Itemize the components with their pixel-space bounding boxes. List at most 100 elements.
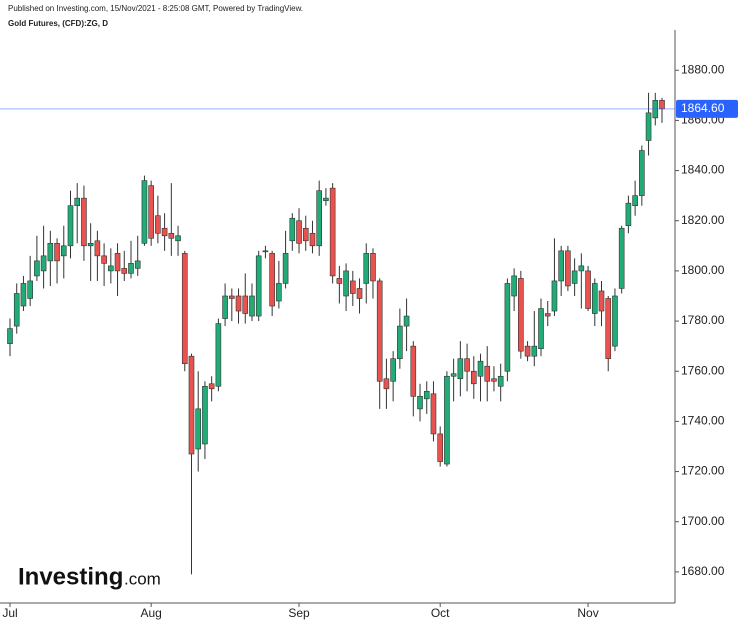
- candle-body: [578, 265, 585, 272]
- candle-body: [222, 295, 228, 319]
- y-tick-label: 1840.00: [681, 163, 725, 177]
- candle-body: [571, 270, 578, 284]
- candle-body: [81, 197, 87, 247]
- candle-body: [155, 215, 161, 234]
- candle-body: [255, 255, 262, 317]
- candle-body: [323, 197, 329, 201]
- candle-body: [134, 260, 141, 269]
- candle-body: [27, 280, 33, 299]
- y-tick-label: 1740.00: [681, 414, 725, 428]
- y-tick-label: 1680.00: [681, 564, 725, 578]
- candle-body: [195, 408, 202, 450]
- y-tick-label: 1820.00: [681, 213, 725, 227]
- candle-body: [632, 195, 638, 206]
- candle-body: [235, 295, 242, 312]
- candle-body: [370, 253, 376, 282]
- candle-body: [276, 283, 282, 302]
- candle-body: [202, 385, 208, 445]
- candle-body: [87, 243, 94, 247]
- candle-body: [390, 358, 396, 382]
- candle-body: [175, 235, 181, 242]
- candle-body: [356, 288, 363, 299]
- candle-body: [336, 278, 343, 284]
- y-tick-label: 1720.00: [681, 464, 725, 478]
- candle-body: [544, 313, 551, 317]
- candle-body: [497, 375, 504, 387]
- candle-body: [249, 295, 255, 317]
- candle-body: [47, 243, 54, 262]
- candle-body: [40, 255, 47, 272]
- candle-body: [612, 295, 618, 347]
- candle-body: [605, 298, 612, 359]
- candle-body: [282, 253, 289, 284]
- candle-body: [397, 325, 403, 359]
- y-tick-label: 1760.00: [681, 363, 725, 377]
- candle-body: [558, 250, 564, 282]
- candle-body: [181, 253, 188, 365]
- candle-body: [639, 150, 645, 196]
- candle-body: [114, 253, 121, 272]
- candle-body: [444, 375, 450, 465]
- candle-body: [477, 360, 484, 377]
- candle-body: [376, 280, 383, 382]
- candle-body: [215, 323, 222, 387]
- candle-body: [262, 250, 269, 253]
- candle-body: [504, 283, 511, 372]
- candle-body: [121, 268, 128, 274]
- candle-body: [309, 232, 316, 247]
- x-tick-label: Jul: [2, 606, 17, 620]
- candle-body: [403, 315, 410, 327]
- x-tick-label: Nov: [577, 606, 598, 620]
- candle-body: [598, 290, 605, 312]
- candle-body: [296, 220, 302, 244]
- candle-body: [383, 378, 390, 390]
- x-tick-label: Sep: [288, 606, 310, 620]
- candle-body: [464, 358, 470, 372]
- candle-body: [302, 227, 309, 242]
- candle-body: [437, 433, 443, 462]
- candle-body: [538, 308, 544, 349]
- candle-body: [316, 190, 322, 247]
- candle-body: [457, 358, 464, 380]
- candle-body: [94, 240, 101, 257]
- price-label: 1864.60: [681, 101, 725, 115]
- candle-body: [34, 260, 40, 277]
- candle-body: [67, 205, 74, 247]
- candle-body: [511, 275, 517, 297]
- logo-suffix: .com: [124, 569, 161, 588]
- candle-body: [350, 280, 356, 294]
- candle-body: [645, 112, 652, 141]
- candle-body: [289, 217, 296, 242]
- candle-body: [13, 293, 20, 327]
- candle-body: [565, 250, 571, 287]
- candle-body: [591, 283, 598, 314]
- candle-body: [108, 265, 114, 272]
- chart-title: Gold Futures, (CFD):ZG, D: [8, 19, 108, 28]
- candle-body: [343, 270, 349, 297]
- x-tick-label: Aug: [140, 606, 161, 620]
- candle-body: [128, 263, 134, 274]
- candle-body: [161, 227, 168, 237]
- candle-body: [20, 283, 27, 307]
- candle-body: [551, 280, 558, 312]
- candle-body: [363, 253, 370, 284]
- candle-body: [148, 185, 154, 239]
- candle-body: [450, 373, 457, 377]
- candle-body: [491, 378, 497, 382]
- y-tick-label: 1700.00: [681, 514, 725, 528]
- candle-body: [585, 270, 591, 309]
- candle-body: [74, 197, 81, 206]
- candle-body: [229, 295, 235, 299]
- candle-body: [101, 255, 107, 264]
- x-tick-label: Oct: [431, 606, 450, 620]
- candle-body: [430, 393, 437, 435]
- candle-body: [423, 390, 430, 400]
- chart-subtitle: Published on Investing.com, 15/Nov/2021 …: [8, 4, 303, 13]
- candle-body: [417, 396, 423, 410]
- candle-body: [242, 295, 249, 314]
- candle-body: [141, 180, 148, 244]
- candle-body: [188, 355, 195, 455]
- candle-body: [518, 278, 524, 352]
